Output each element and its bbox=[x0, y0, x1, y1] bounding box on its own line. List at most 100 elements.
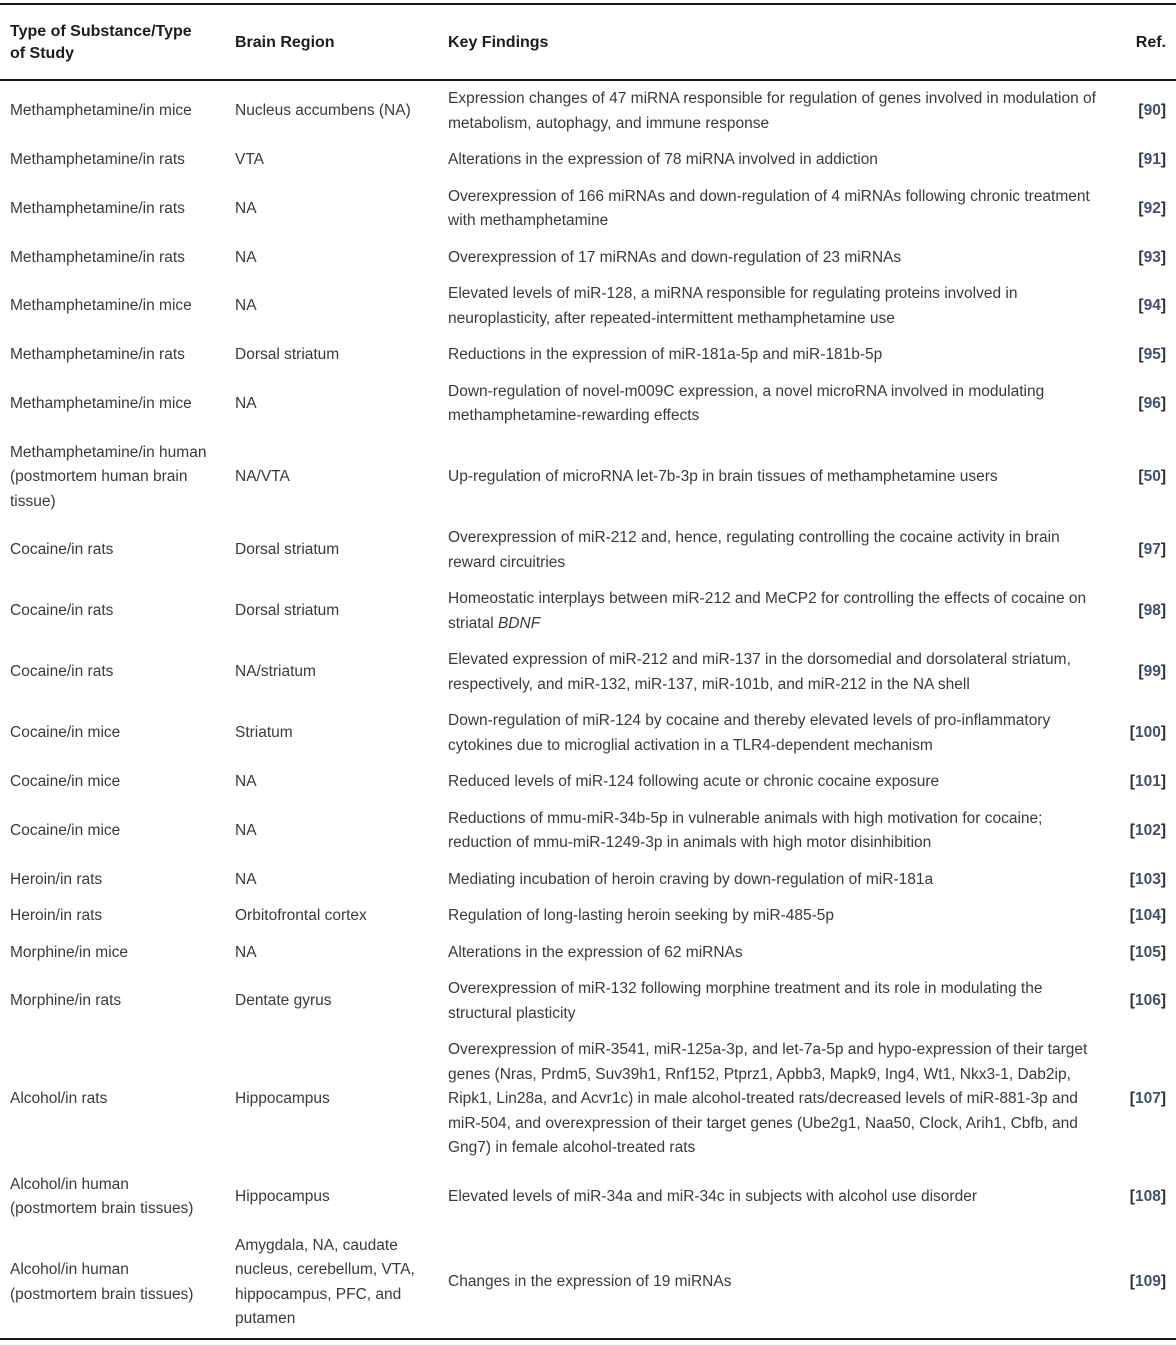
ref-open-bracket: [ bbox=[1129, 724, 1135, 742]
key-findings-cell: Homeostatic interplays between miR-212 a… bbox=[448, 581, 1120, 642]
ref-link[interactable]: 96 bbox=[1143, 394, 1161, 412]
ref-cell: [109] bbox=[1120, 1228, 1176, 1338]
findings-text: Overexpression of 17 miRNAs and down-reg… bbox=[448, 248, 902, 266]
ref-open-bracket: [ bbox=[1138, 297, 1144, 315]
ref-close-bracket: ] bbox=[1160, 346, 1166, 363]
ref-close-bracket: ] bbox=[1160, 943, 1166, 961]
ref-cell: [107] bbox=[1120, 1032, 1176, 1167]
findings-text: Reduced levels of miR-124 following acut… bbox=[448, 773, 940, 790]
findings-text: Elevated expression of miR-212 and miR-1… bbox=[448, 651, 1071, 693]
findings-text: Down-regulation of miR-124 by cocaine an… bbox=[448, 712, 1051, 754]
ref-link[interactable]: 106 bbox=[1134, 992, 1161, 1010]
ref-link[interactable]: 92 bbox=[1143, 199, 1161, 217]
ref-link[interactable]: 91 bbox=[1143, 151, 1161, 168]
key-findings-cell: Down-regulation of novel-m009C expressio… bbox=[448, 374, 1120, 435]
key-findings-cell: Reductions in the expression of miR-181a… bbox=[448, 337, 1120, 374]
ref-cell: [99] bbox=[1120, 642, 1176, 703]
substance-cell: Methamphetamine/in mice bbox=[10, 297, 192, 315]
ref-cell: [100] bbox=[1120, 703, 1176, 764]
ref-cell: [90] bbox=[1120, 80, 1176, 142]
ref-link[interactable]: 107 bbox=[1134, 1090, 1161, 1107]
brain-region-cell: NA/striatum bbox=[235, 663, 316, 681]
ref-link[interactable]: 108 bbox=[1134, 1187, 1161, 1205]
table-row: Methamphetamine/in mice Nucleus accumbens… bbox=[0, 80, 1176, 142]
findings-text: Overexpression of 166 miRNAs and down-re… bbox=[448, 187, 1090, 230]
ref-link[interactable]: 102 bbox=[1134, 821, 1161, 839]
table-row: Alcohol/in human (postmortem brain tissu… bbox=[0, 1228, 1176, 1338]
brain-region-cell: NA bbox=[235, 943, 257, 961]
table-row: Cocaine/in rats Dorsal striatum Overexpres… bbox=[0, 520, 1176, 581]
ref-link[interactable]: 103 bbox=[1134, 870, 1161, 888]
ref-open-bracket: [ bbox=[1138, 248, 1144, 266]
ref-open-bracket: [ bbox=[1129, 1090, 1135, 1107]
findings-text: Reductions in the expression of miR-181a… bbox=[448, 346, 883, 363]
ref-cell: [102] bbox=[1120, 801, 1176, 862]
ref-open-bracket: [ bbox=[1138, 663, 1144, 681]
ref-close-bracket: ] bbox=[1160, 297, 1166, 315]
ref-link[interactable]: 98 bbox=[1143, 602, 1161, 620]
findings-text: Alterations in the expression of 62 miRN… bbox=[448, 943, 743, 961]
findings-text: Alterations in the expression of 78 miRN… bbox=[448, 151, 878, 168]
table-row: Methamphetamine/in mice NA Elevated levels… bbox=[0, 276, 1176, 337]
substance-cell: Cocaine/in rats bbox=[10, 602, 114, 620]
ref-link[interactable]: 104 bbox=[1134, 907, 1161, 924]
substance-cell: Methamphetamine/in human (postmortem hum… bbox=[10, 443, 207, 510]
ref-link[interactable]: 99 bbox=[1143, 663, 1161, 681]
findings-text: Expression changes of 47 miRNA responsib… bbox=[448, 90, 1096, 132]
ref-link[interactable]: 90 bbox=[1143, 102, 1161, 120]
brain-region-cell: VTA bbox=[235, 151, 264, 168]
header-ref: Ref. bbox=[1120, 4, 1176, 81]
ref-link[interactable]: 109 bbox=[1134, 1273, 1161, 1291]
substance-cell: Methamphetamine/in mice bbox=[10, 102, 192, 120]
findings-text: Reductions of mmu-miR-34b-5p in vulnerab… bbox=[448, 809, 1043, 852]
ref-link[interactable]: 50 bbox=[1143, 468, 1161, 485]
brain-region-cell: NA bbox=[235, 248, 257, 266]
ref-link[interactable]: 97 bbox=[1143, 541, 1161, 559]
ref-link[interactable]: 94 bbox=[1143, 297, 1161, 315]
ref-close-bracket: ] bbox=[1160, 248, 1166, 266]
substance-cell: Methamphetamine/in rats bbox=[10, 346, 185, 363]
table-row: Methamphetamine/in rats VTA Alterations in… bbox=[0, 142, 1176, 179]
table-header: Type of Substance/Type of Study Brain Re… bbox=[0, 4, 1176, 81]
findings-text-italic: BDNF bbox=[497, 614, 541, 632]
ref-open-bracket: [ bbox=[1129, 907, 1135, 924]
substance-cell: Alcohol/in rats bbox=[10, 1090, 108, 1107]
table-row: Alcohol/in human (postmortem brain tissu… bbox=[0, 1167, 1176, 1228]
key-findings-cell: Elevated expression of miR-212 and miR-1… bbox=[448, 642, 1120, 703]
brain-region-cell: NA bbox=[235, 773, 257, 790]
ref-open-bracket: [ bbox=[1129, 821, 1135, 839]
ref-cell: [50] bbox=[1120, 435, 1176, 521]
table-row: Morphine/in mice NA Alterations in the exp… bbox=[0, 935, 1176, 972]
ref-open-bracket: [ bbox=[1138, 199, 1144, 217]
ref-link[interactable]: 100 bbox=[1134, 724, 1161, 742]
key-findings-cell: Down-regulation of miR-124 by cocaine an… bbox=[448, 703, 1120, 764]
ref-open-bracket: [ bbox=[1138, 468, 1144, 485]
key-findings-cell: Up-regulation of microRNA let-7b-3p in b… bbox=[448, 435, 1120, 521]
ref-close-bracket: ] bbox=[1160, 907, 1166, 924]
ref-link[interactable]: 105 bbox=[1134, 943, 1161, 961]
ref-close-bracket: ] bbox=[1160, 541, 1166, 559]
findings-text: Up-regulation of microRNA let-7b-3p in b… bbox=[448, 468, 998, 485]
ref-cell: [105] bbox=[1120, 935, 1176, 972]
ref-link[interactable]: 95 bbox=[1143, 346, 1161, 363]
substance-cell: Methamphetamine/in rats bbox=[10, 248, 185, 266]
ref-link[interactable]: 93 bbox=[1143, 248, 1161, 266]
table-row: Cocaine/in mice NA Reductions of mmu-miR-3… bbox=[0, 801, 1176, 862]
table-row: Heroin/in rats Orbitofrontal cortex Regula… bbox=[0, 898, 1176, 935]
brain-region-cell: Dorsal striatum bbox=[235, 602, 340, 620]
ref-close-bracket: ] bbox=[1160, 663, 1166, 681]
brain-region-cell: NA bbox=[235, 821, 257, 839]
ref-close-bracket: ] bbox=[1160, 602, 1166, 620]
ref-link[interactable]: 101 bbox=[1134, 773, 1161, 790]
substance-cell: Alcohol/in human (postmortem brain tissu… bbox=[10, 1261, 194, 1303]
table-body: Methamphetamine/in mice Nucleus accumbens… bbox=[0, 80, 1176, 1338]
substance-cell: Methamphetamine/in mice bbox=[10, 394, 192, 412]
header-substance: Type of Substance/Type of Study bbox=[0, 4, 235, 81]
ref-cell: [98] bbox=[1120, 581, 1176, 642]
substance-cell: Heroin/in rats bbox=[10, 870, 103, 888]
table-row: Alcohol/in rats Hippocampus Overexpression… bbox=[0, 1032, 1176, 1167]
ref-close-bracket: ] bbox=[1160, 102, 1166, 120]
ref-cell: [108] bbox=[1120, 1167, 1176, 1228]
ref-cell: [93] bbox=[1120, 240, 1176, 277]
brain-region-cell: Amygdala, NA, caudate nucleus, cerebellu… bbox=[235, 1236, 415, 1328]
